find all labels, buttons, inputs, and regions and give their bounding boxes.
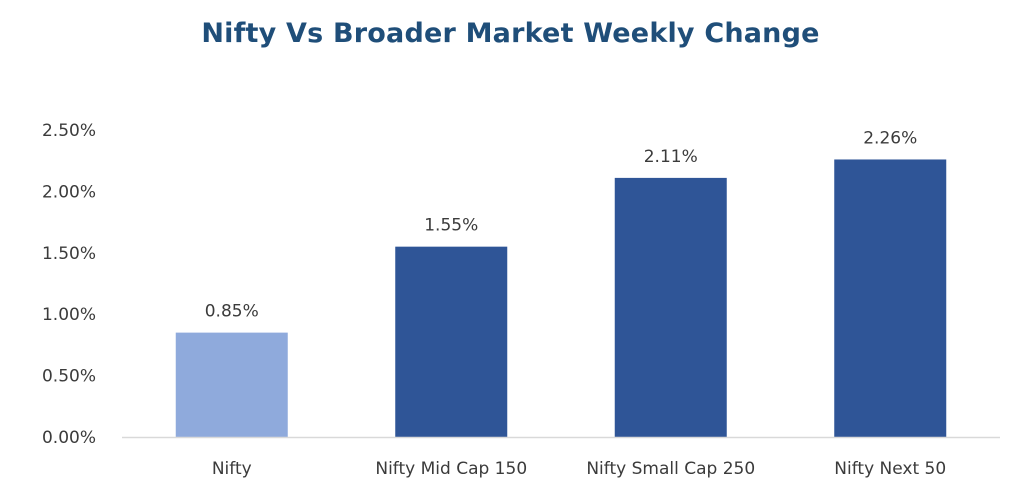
y-tick-label: 2.00% <box>42 182 96 202</box>
bar-value-label: 2.11% <box>644 147 698 167</box>
bar <box>175 332 288 437</box>
y-tick-label: 1.50% <box>42 244 96 264</box>
bar <box>614 177 727 437</box>
bar-value-label: 1.55% <box>424 216 478 236</box>
bar-series <box>175 159 947 438</box>
chart-title: Nifty Vs Broader Market Weekly Change <box>201 18 820 49</box>
data-labels: 0.85% 1.55% 2.11% 2.26% <box>205 128 918 321</box>
y-tick-label: 0.50% <box>42 367 96 387</box>
y-axis-ticks: 0.00% 0.50% 1.00% 1.50% 2.00% 2.50% <box>42 121 96 448</box>
x-category-label: Nifty Small Cap 250 <box>586 459 755 479</box>
y-tick-label: 0.00% <box>42 428 96 448</box>
x-category-label: Nifty <box>212 459 252 479</box>
bar-value-label: 2.26% <box>863 128 917 148</box>
bar <box>395 246 508 437</box>
bar-value-label: 0.85% <box>205 302 259 322</box>
x-category-label: Nifty Mid Cap 150 <box>375 459 527 479</box>
x-axis-categories: Nifty Nifty Mid Cap 150 Nifty Small Cap 25… <box>212 459 946 479</box>
y-tick-label: 1.00% <box>42 305 96 325</box>
bar <box>834 159 947 438</box>
y-tick-label: 2.50% <box>42 121 96 141</box>
x-category-label: Nifty Next 50 <box>834 459 946 479</box>
